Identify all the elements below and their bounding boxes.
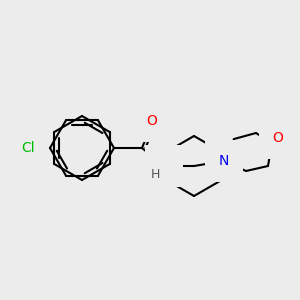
Text: N: N [159, 159, 169, 173]
Text: N: N [219, 154, 229, 168]
Text: H: H [150, 169, 160, 182]
Text: O: O [147, 114, 158, 128]
Text: Cl: Cl [21, 141, 35, 155]
Text: O: O [273, 131, 283, 145]
